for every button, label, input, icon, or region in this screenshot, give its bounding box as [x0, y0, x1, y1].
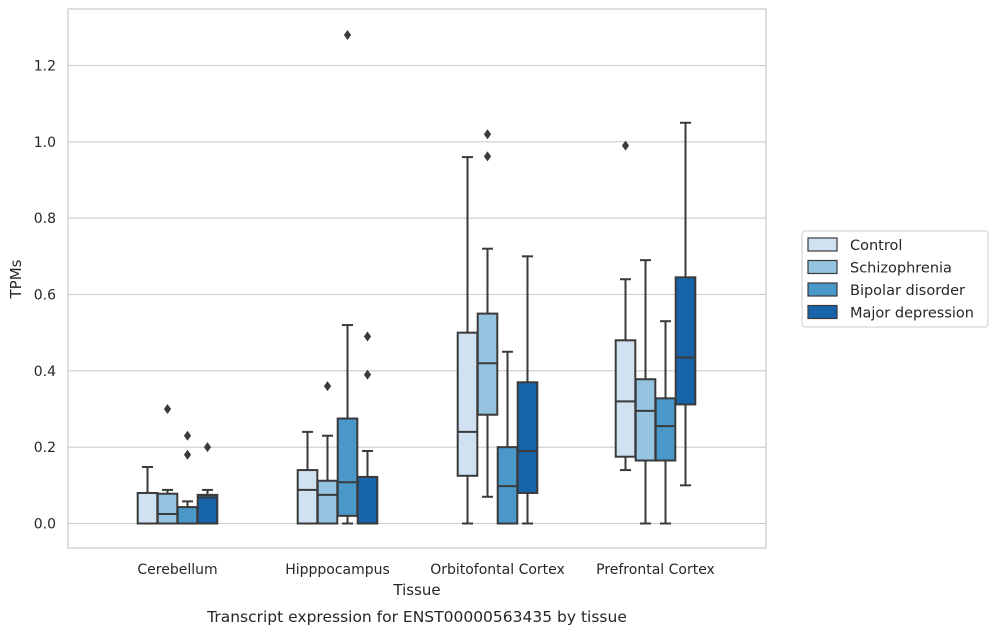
y-tick-label: 1.0 [34, 135, 56, 151]
legend-label: Control [850, 238, 902, 254]
legend-label: Schizophrenia [850, 261, 952, 277]
box-plot [356, 331, 379, 525]
x-tick-label: Prefrontal Cortex [596, 562, 715, 578]
box-iqr [674, 276, 697, 406]
legend-frame [801, 230, 989, 328]
outlier-point [183, 449, 192, 460]
legend-label: Major depression [850, 306, 974, 322]
y-tick-label: 0.4 [34, 364, 56, 380]
box-iqr [456, 331, 479, 477]
box-iqr [654, 397, 677, 462]
box-plot [336, 29, 359, 525]
box-iqr [176, 506, 199, 525]
y-tick-label: 1.2 [34, 59, 56, 75]
outlier-point [483, 151, 492, 162]
legend-swatch [807, 304, 838, 320]
y-axis-ticks: 0.0 0.2 0.4 0.6 0.8 1.0 1.2 [34, 59, 56, 533]
x-tick-label: Hipppocampus [285, 562, 390, 578]
outlier-point [363, 331, 372, 342]
box-iqr [296, 469, 319, 525]
box-plot [296, 430, 319, 525]
box-iqr [316, 479, 339, 525]
x-axis-title: Tissue [392, 581, 440, 599]
series-group [196, 121, 697, 525]
y-axis-title: TPMs [7, 259, 25, 299]
box-plot [674, 121, 697, 487]
y-tick-label: 0.6 [34, 288, 56, 304]
box-plot [614, 140, 637, 472]
legend: Control Schizophrenia Bipolar disorder Majo… [801, 230, 989, 328]
legend-items: Control Schizophrenia Bipolar disorder Majo… [807, 237, 974, 322]
box-series [136, 29, 697, 525]
box-plot [456, 156, 479, 525]
legend-label: Bipolar disorder [850, 283, 965, 299]
box-iqr [336, 417, 359, 517]
x-axis-ticks: Cerebellum Hipppocampus Orbitofontal Corte… [137, 562, 714, 578]
box-iqr [156, 492, 179, 525]
outlier-point [483, 129, 492, 140]
box-plot [156, 404, 179, 525]
outlier-point [323, 381, 332, 392]
legend-swatch [807, 282, 838, 297]
plot-area-frame [67, 8, 767, 549]
series-group [136, 140, 637, 525]
y-tick-label: 0.0 [34, 517, 56, 533]
series-group [156, 129, 657, 525]
chart-caption: Transcript expression for ENST0000056343… [206, 608, 627, 626]
box-plot [316, 381, 339, 525]
outlier-point [343, 29, 352, 40]
outlier-point [163, 404, 172, 414]
outlier-point [203, 442, 212, 453]
outlier-point [183, 430, 192, 441]
x-tick-label: Cerebellum [137, 562, 217, 578]
y-tick-label: 0.2 [34, 440, 56, 456]
box-iqr [356, 475, 379, 525]
outlier-point [363, 369, 372, 380]
legend-swatch [807, 237, 838, 252]
box-iqr [614, 339, 637, 458]
outlier-point [621, 140, 630, 151]
box-iqr [634, 378, 657, 462]
box-plot [476, 129, 499, 498]
box-plot [196, 442, 219, 525]
x-tick-label: Orbitofontal Cortex [430, 562, 565, 578]
box-plot [654, 320, 677, 525]
box-iqr [516, 381, 539, 494]
legend-swatch [807, 259, 838, 275]
box-plot [516, 255, 539, 525]
y-tick-label: 0.8 [34, 211, 56, 227]
box-iqr [196, 493, 219, 525]
box-iqr [136, 491, 159, 525]
